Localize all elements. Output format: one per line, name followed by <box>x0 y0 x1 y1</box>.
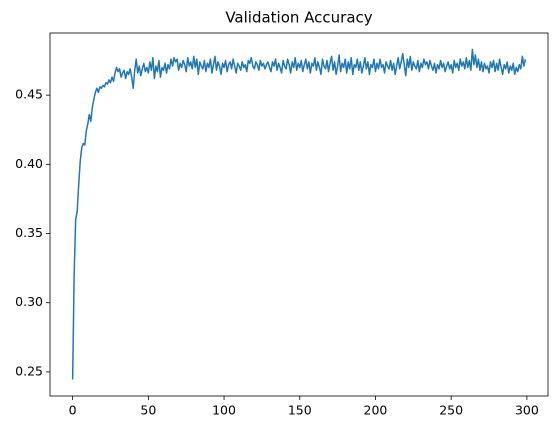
chart-title: Validation Accuracy <box>225 9 372 27</box>
x-tick-label: 300 <box>515 403 539 418</box>
y-tick-label: 0.25 <box>15 363 43 378</box>
x-tick-label: 150 <box>288 403 312 418</box>
y-tick-label: 0.40 <box>15 156 43 171</box>
plot-frame <box>49 32 549 397</box>
x-tick-label: 100 <box>212 403 236 418</box>
x-tick-label: 200 <box>364 403 388 418</box>
y-tick-label: 0.45 <box>15 87 43 102</box>
x-tick-label: 250 <box>439 403 463 418</box>
x-tick-label: 0 <box>69 403 77 418</box>
x-tick-label: 50 <box>140 403 156 418</box>
y-tick-label: 0.30 <box>15 294 43 309</box>
y-tick-label: 0.35 <box>15 225 43 240</box>
data-line <box>71 48 527 380</box>
